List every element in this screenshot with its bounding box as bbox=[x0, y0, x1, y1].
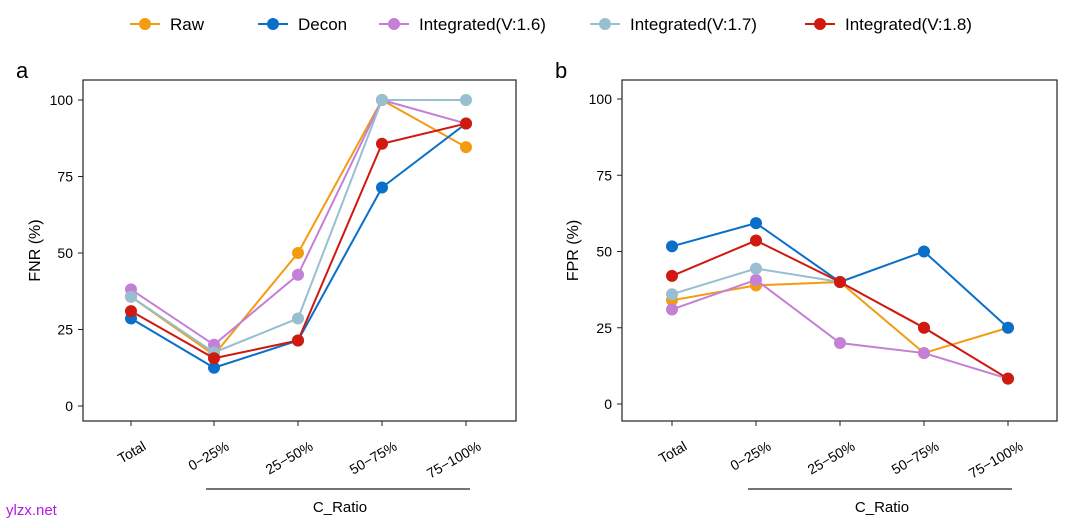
data-point bbox=[460, 117, 472, 130]
y-tick-label: 50 bbox=[596, 244, 612, 260]
y-tick-label: 50 bbox=[57, 245, 73, 261]
plot-frame bbox=[82, 79, 517, 422]
data-point bbox=[750, 217, 762, 230]
data-point bbox=[376, 181, 388, 194]
y-tick-label: 100 bbox=[50, 92, 74, 108]
data-point bbox=[666, 288, 678, 301]
legend-item-0: Raw bbox=[130, 15, 205, 34]
legend-marker bbox=[388, 18, 400, 30]
legend-marker bbox=[267, 18, 279, 30]
legend-label: Decon bbox=[298, 15, 347, 34]
series-line-Decon bbox=[671, 222, 1009, 329]
y-tick-label: 100 bbox=[589, 91, 613, 107]
legend-item-1: Decon bbox=[258, 15, 347, 34]
legend-item-2: Integrated(V:1.6) bbox=[379, 15, 546, 34]
data-point bbox=[1002, 372, 1014, 385]
data-point bbox=[292, 247, 304, 259]
data-point bbox=[666, 240, 678, 253]
x-tick-label: Total bbox=[115, 438, 149, 467]
data-point bbox=[666, 303, 678, 316]
legend-item-3: Integrated(V:1.7) bbox=[590, 15, 757, 34]
x-tick-label: Total bbox=[656, 438, 690, 467]
x-axis-label: C_Ratio bbox=[855, 499, 909, 516]
y-tick-label: 75 bbox=[57, 169, 73, 185]
legend-label: Integrated(V:1.6) bbox=[419, 15, 546, 34]
x-axis-label: C_Ratio bbox=[313, 499, 367, 516]
data-point bbox=[834, 276, 846, 288]
y-tick-label: 75 bbox=[596, 167, 612, 183]
y-tick-label: 25 bbox=[596, 320, 612, 336]
legend-marker bbox=[139, 18, 151, 30]
data-point bbox=[292, 312, 304, 325]
legend-item-4: Integrated(V:1.8) bbox=[805, 15, 972, 34]
data-point bbox=[1002, 321, 1014, 334]
legend-label: Integrated(V:1.7) bbox=[630, 15, 757, 34]
panel-label: b bbox=[555, 58, 567, 83]
legend-label: Integrated(V:1.8) bbox=[845, 15, 972, 34]
data-point bbox=[834, 337, 846, 349]
series-line-Integrated(V:1.6) bbox=[671, 278, 1009, 380]
panel-label: a bbox=[16, 58, 29, 83]
data-point bbox=[750, 234, 762, 247]
panel-a: a 0 25 50 75 100 FNR (%) Total 0−25% 25−50% 50−75%… bbox=[16, 58, 517, 516]
watermark: ylzx.net bbox=[6, 502, 57, 519]
data-point bbox=[208, 352, 220, 365]
data-point bbox=[918, 321, 930, 334]
data-point bbox=[918, 245, 930, 258]
x-tick-label: 0−25% bbox=[727, 438, 773, 474]
x-tick-label: 50−75% bbox=[347, 438, 400, 478]
data-point bbox=[376, 137, 388, 150]
data-point bbox=[376, 94, 388, 106]
y-axis-label: FPR (%) bbox=[565, 220, 582, 281]
legend-label: Raw bbox=[170, 15, 205, 34]
legend-marker bbox=[814, 18, 826, 30]
data-point bbox=[460, 94, 472, 106]
x-tick-label: 75−100% bbox=[966, 438, 1026, 482]
data-point bbox=[208, 361, 220, 374]
x-tick-label: 75−100% bbox=[424, 438, 484, 482]
data-point bbox=[750, 273, 762, 286]
data-point bbox=[125, 290, 137, 303]
y-tick-label: 0 bbox=[604, 396, 612, 412]
data-point bbox=[292, 334, 304, 347]
series-line-Integrated(V:1.8) bbox=[671, 239, 1009, 380]
panel-b: b 0 25 50 75 100 FPR (%) Total 0−25% 25−50% 50−75%… bbox=[555, 58, 1058, 516]
data-point bbox=[666, 269, 678, 282]
data-point bbox=[460, 141, 472, 154]
y-tick-label: 25 bbox=[57, 322, 73, 338]
data-point bbox=[918, 347, 930, 360]
x-tick-label: 0−25% bbox=[185, 438, 231, 474]
series-line-Integrated(V:1.6) bbox=[130, 98, 467, 347]
y-axis-label: FNR (%) bbox=[27, 219, 44, 281]
x-tick-label: 50−75% bbox=[889, 438, 942, 478]
x-tick-label: 25−50% bbox=[805, 438, 858, 478]
legend-marker bbox=[599, 18, 611, 30]
x-tick-label: 25−50% bbox=[263, 438, 316, 478]
data-point bbox=[750, 262, 762, 275]
data-point bbox=[292, 268, 304, 281]
data-point bbox=[125, 305, 137, 318]
y-tick-label: 0 bbox=[65, 398, 73, 414]
